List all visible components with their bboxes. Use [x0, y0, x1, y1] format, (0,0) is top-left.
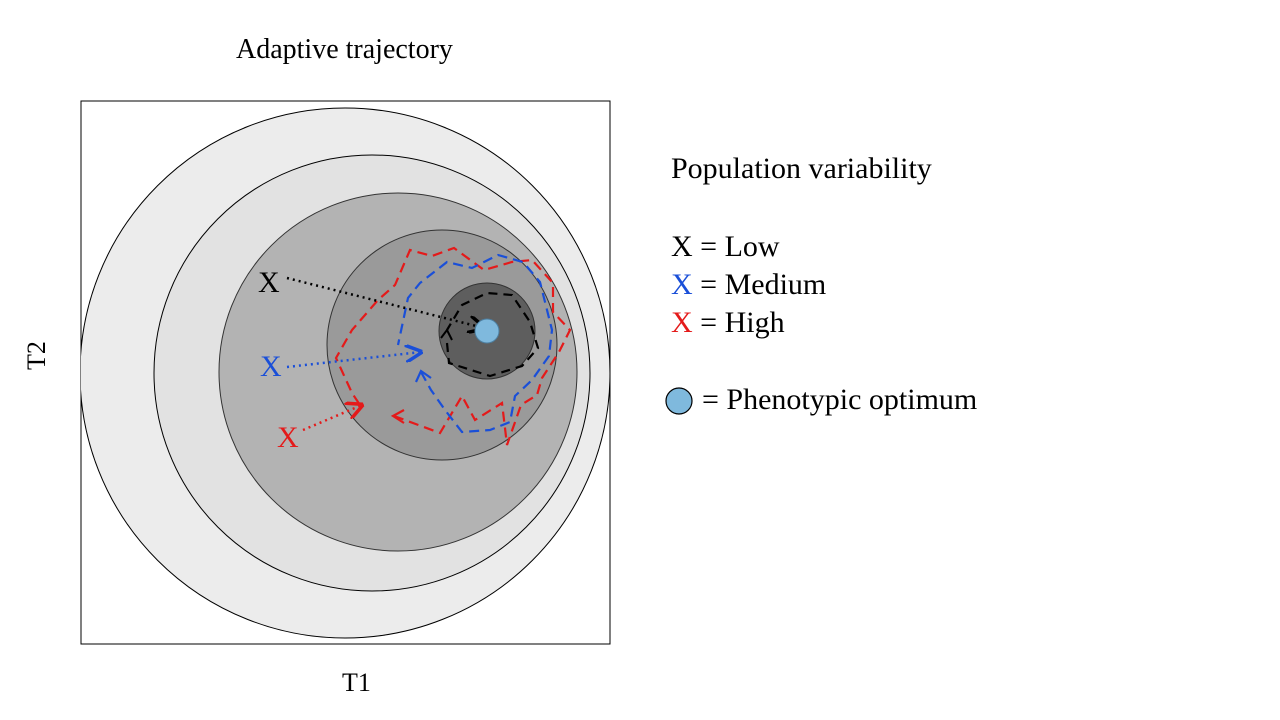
high-variability-path [334, 246, 572, 446]
medium-path-arrowhead [414, 369, 432, 383]
legend-optimum-label: = Phenotypic optimum [702, 383, 978, 416]
diagram-title: Adaptive trajectory [236, 34, 453, 65]
legend-label-medium: = Medium [700, 268, 827, 301]
legend-item-medium: X = Medium [671, 268, 826, 302]
low-direct-arrow [286, 276, 484, 328]
x-axis-label: T1 [342, 668, 371, 697]
low-path-arrowhead [440, 328, 453, 341]
phenotypic-optimum [474, 318, 500, 344]
legend-symbol-low: X [671, 230, 693, 263]
legend-symbol-high: X [671, 306, 693, 339]
legend-optimum-icon [665, 387, 693, 415]
marker-high: X [277, 421, 299, 454]
legend-title: Population variability [671, 152, 932, 185]
legend-item-high: X = High [671, 306, 785, 340]
medium-variability-path [396, 253, 554, 434]
medium-direct-arrow [286, 352, 421, 369]
marker-low: X [258, 266, 280, 299]
legend-item-low: X = Low [671, 230, 780, 264]
legend-label-high: = High [700, 306, 785, 339]
legend-symbol-medium: X [671, 268, 693, 301]
legend-label-low: = Low [700, 230, 780, 263]
marker-medium: X [260, 350, 282, 383]
high-path-arrowhead [390, 409, 405, 424]
